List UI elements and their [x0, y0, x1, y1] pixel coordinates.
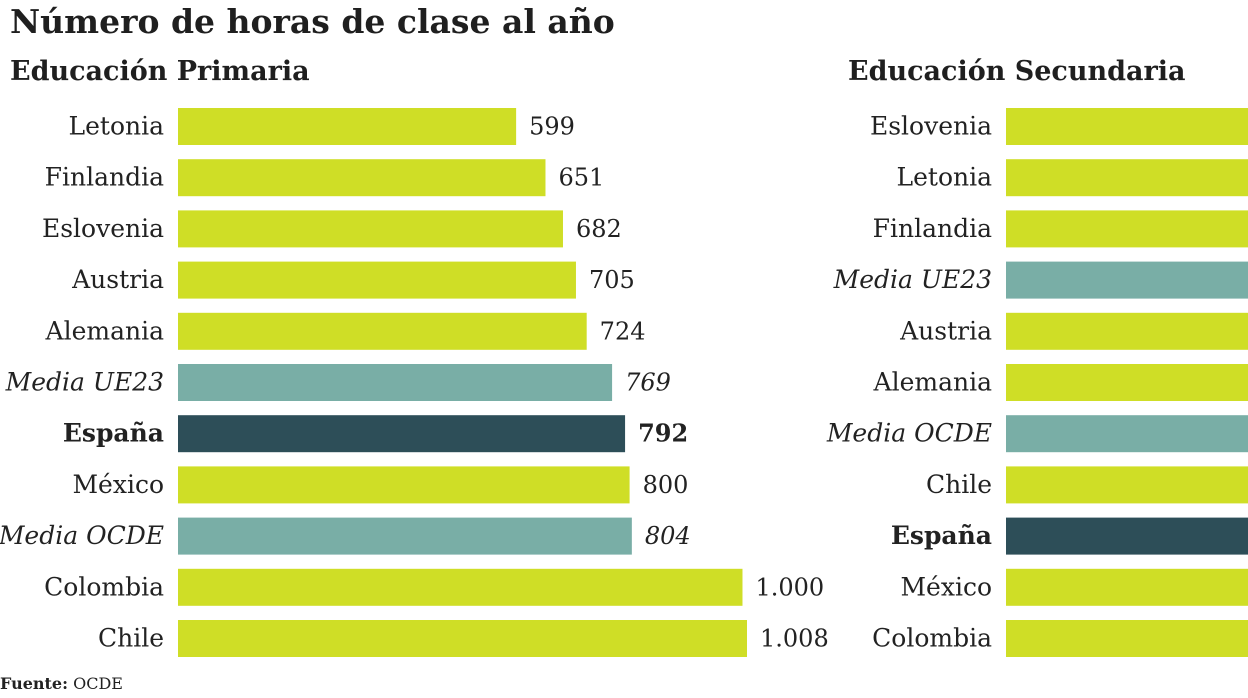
source-value: OCDE	[73, 674, 123, 693]
bar	[1006, 620, 1248, 657]
chart-title: Número de horas de clase al año	[10, 2, 615, 41]
value-label: 651	[558, 164, 604, 192]
bar	[1006, 568, 1248, 606]
category-label: Finlandia	[873, 214, 992, 243]
primary-panel-title: Educación Primaria	[10, 56, 310, 87]
secondary-panel-title: Educación Secundaria	[848, 56, 1186, 87]
category-label: Chile	[98, 624, 164, 653]
value-label: 769	[625, 369, 671, 397]
bar	[1006, 159, 1248, 197]
bar	[178, 312, 587, 350]
category-label: Media UE23	[5, 368, 164, 397]
bar	[178, 466, 630, 504]
value-label: 1.008	[760, 625, 829, 653]
bar	[178, 364, 613, 401]
bar	[1006, 466, 1248, 504]
category-label: Colombia	[872, 624, 992, 653]
bar	[178, 517, 632, 555]
primary-bar-chart: Letonia 599 Finlandia 651 Eslovenia 682 Austri…	[0, 108, 829, 657]
category-label: España	[63, 419, 164, 448]
category-label: Austria	[71, 265, 164, 294]
category-label: España	[891, 521, 992, 550]
value-label: 724	[600, 317, 646, 345]
bar	[1006, 210, 1248, 248]
category-label: Eslovenia	[42, 214, 164, 243]
category-label: Letonia	[69, 112, 165, 141]
bar	[178, 620, 747, 657]
bar	[1006, 261, 1248, 299]
bar	[1006, 364, 1248, 401]
value-label: 804	[645, 522, 691, 550]
category-label: Media UE23	[833, 265, 992, 294]
value-label: 599	[529, 113, 575, 141]
category-label: Colombia	[44, 572, 164, 601]
value-label: 1.000	[755, 573, 824, 601]
bar	[1006, 108, 1248, 145]
source-label: Fuente:	[0, 674, 68, 693]
value-label: 792	[638, 419, 688, 448]
value-label: 800	[643, 471, 689, 499]
category-label: Alemania	[45, 316, 165, 345]
category-label: Austria	[899, 316, 992, 345]
source-note: Fuente: OCDE	[0, 674, 123, 693]
category-label: Finlandia	[45, 163, 164, 192]
value-label: 682	[576, 215, 622, 243]
bar	[178, 415, 626, 453]
bar	[178, 261, 576, 299]
bar	[178, 108, 517, 145]
category-label: Letonia	[897, 163, 993, 192]
category-label: Media OCDE	[826, 419, 992, 448]
bar	[1006, 517, 1248, 555]
category-label: México	[72, 470, 164, 499]
category-label: Chile	[926, 470, 992, 499]
bar	[178, 210, 563, 248]
bar	[1006, 312, 1248, 350]
category-label: Alemania	[873, 368, 993, 397]
bar	[1006, 415, 1248, 453]
category-label: Eslovenia	[870, 112, 992, 141]
bar	[178, 568, 743, 606]
category-label: Media OCDE	[0, 521, 164, 550]
value-label: 705	[589, 266, 635, 294]
bar	[178, 159, 546, 197]
category-label: México	[900, 572, 992, 601]
